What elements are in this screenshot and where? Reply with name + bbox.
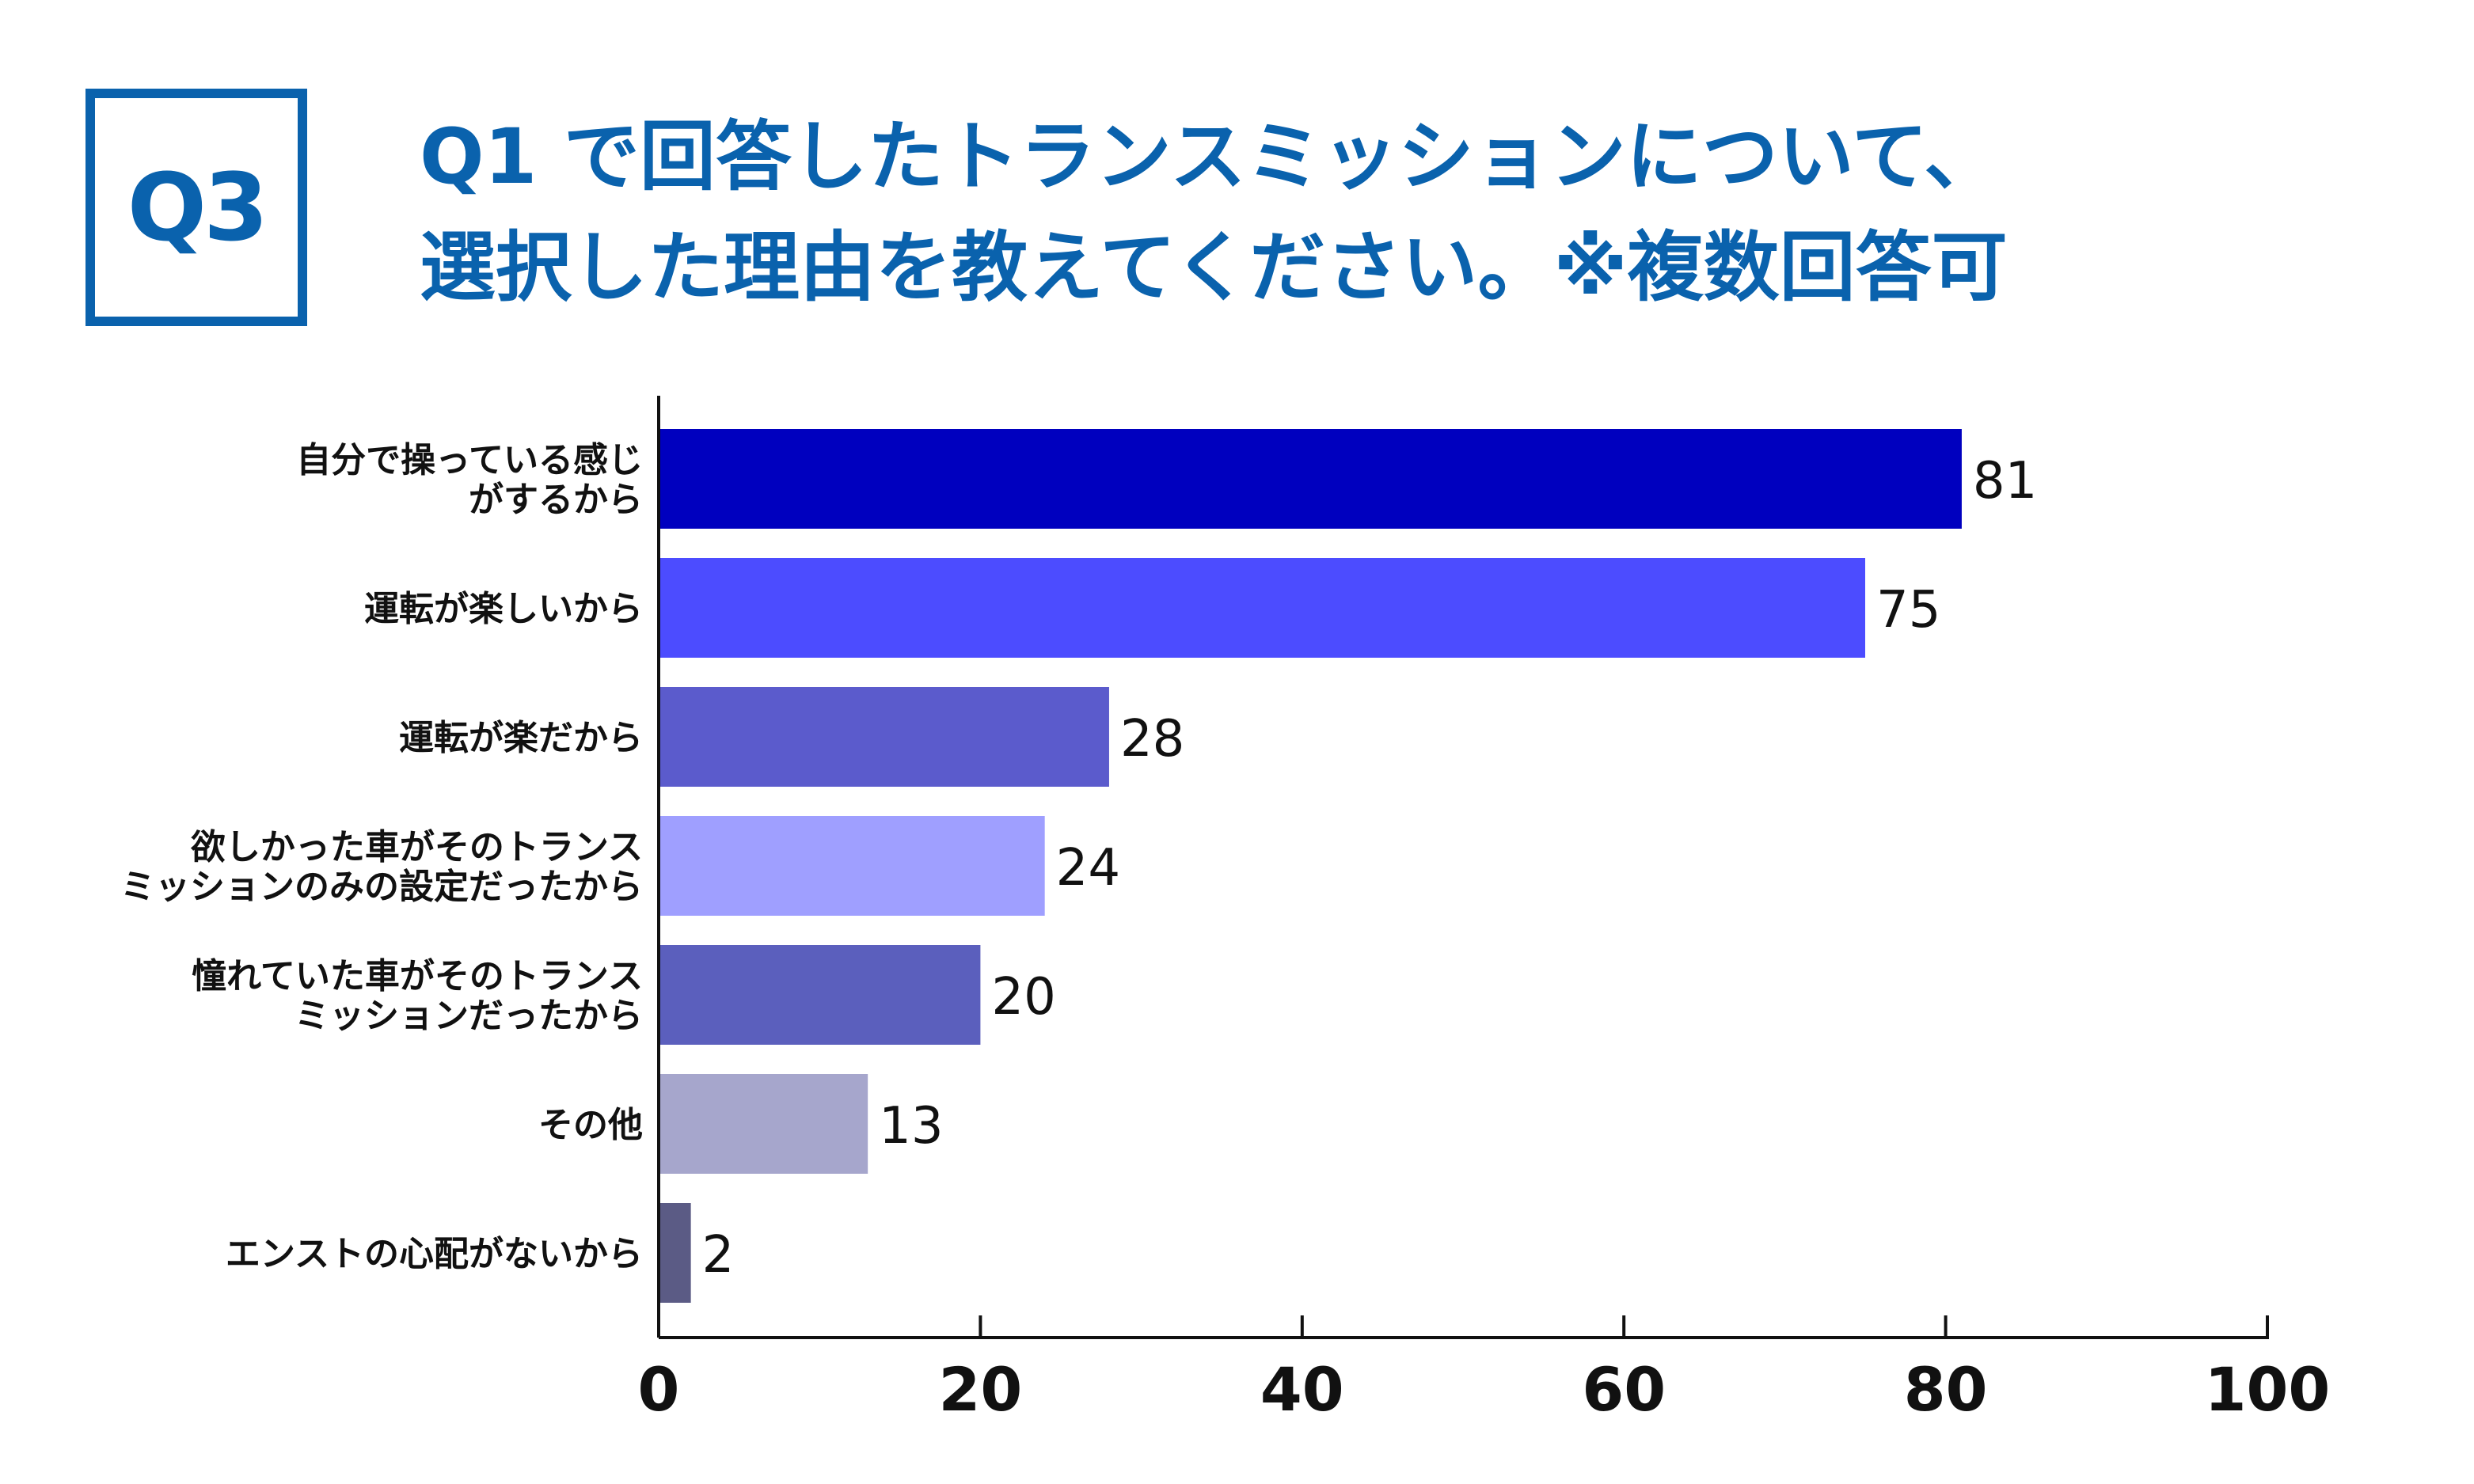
bar (659, 945, 981, 1045)
data-label: 20 (991, 968, 1055, 1027)
category-label: エンストの心配がないから (226, 1234, 643, 1274)
category-label: ミッションだったから (295, 996, 643, 1036)
x-tick-label: 60 (1582, 1354, 1666, 1425)
bar (659, 687, 1109, 787)
category-label: 自分で操っている感じ (296, 440, 643, 480)
chart-title: Q1 で回答したトランスミッションについて、 選択した理由を教えてください。※複… (420, 101, 2446, 323)
title-line-2: 選択した理由を教えてください。※複数回答可 (420, 223, 2008, 312)
data-label: 28 (1120, 710, 1184, 769)
x-tick-label: 100 (2205, 1354, 2331, 1425)
bar (659, 1074, 868, 1174)
bar (659, 816, 1045, 916)
data-label: 13 (879, 1097, 943, 1156)
data-label: 75 (1876, 581, 1940, 640)
question-number: Q3 (127, 153, 268, 262)
question-number-badge: Q3 (86, 89, 307, 326)
title-line-1: Q1 で回答したトランスミッションについて、 (420, 112, 2001, 201)
x-tick-label: 40 (1260, 1354, 1344, 1425)
x-tick-label: 0 (638, 1354, 680, 1425)
data-label: 2 (702, 1226, 735, 1285)
category-label: 運転が楽しいから (364, 589, 643, 629)
data-label: 81 (1973, 452, 2037, 510)
bar (659, 558, 1865, 658)
category-label: ミッションのみの設定だったから (120, 867, 643, 907)
category-label: 欲しかった車がそのトランス (190, 827, 643, 867)
category-label: その他 (538, 1105, 643, 1145)
data-label: 24 (1056, 839, 1120, 898)
bar (659, 429, 1962, 529)
bar (659, 1203, 691, 1303)
category-label: 運転が楽だから (399, 718, 643, 758)
category-label: 憧れていた車がそのトランス (192, 956, 643, 996)
x-tick-label: 20 (939, 1354, 1023, 1425)
category-label: がするから (469, 480, 643, 520)
x-tick-label: 80 (1904, 1354, 1988, 1425)
